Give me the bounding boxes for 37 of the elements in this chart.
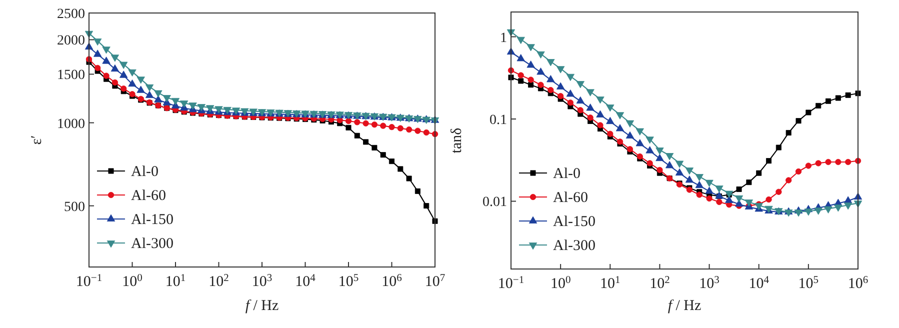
legend-label: Al-0 <box>131 164 158 180</box>
y-tick-label: 0.1 <box>490 113 507 128</box>
x-tick-label: 10$^{2}$ <box>208 272 229 290</box>
x-axis-title: f / Hz <box>668 298 702 314</box>
y-tick-label: 500 <box>64 200 85 215</box>
x-tick-label: 10$^{−1}$ <box>498 274 524 292</box>
legend-label: Al-60 <box>131 188 166 204</box>
x-tick-label: 10$^{0}$ <box>122 272 142 290</box>
x-tick-label: 10$^{1}$ <box>165 272 186 290</box>
legend-label: Al-0 <box>553 166 580 182</box>
x-tick-label: 10$^{6}$ <box>848 274 868 292</box>
legend-label: Al-300 <box>553 238 596 254</box>
legend-label: Al-150 <box>131 212 174 228</box>
x-tick-label: 10$^{1}$ <box>600 274 620 292</box>
x-tick-label: 10$^{7}$ <box>424 272 446 290</box>
x-tick-label: 10$^{−1}$ <box>76 272 102 290</box>
x-tick-label: 10$^{3}$ <box>252 272 272 290</box>
x-tick-label: 10$^{6}$ <box>382 272 402 290</box>
legend-label: Al-300 <box>131 236 174 252</box>
x-tick-label: 10$^{5}$ <box>338 272 359 290</box>
y-axis-title: tanδ <box>449 128 465 154</box>
y-tick-label: 1 <box>500 30 507 46</box>
legend-label: Al-60 <box>553 190 588 206</box>
y-tick-label: 2000 <box>57 34 85 49</box>
y-tick-label: 1000 <box>57 116 85 132</box>
x-tick-label: 10$^{0}$ <box>550 274 571 292</box>
legend-label: Al-150 <box>553 214 596 230</box>
y-axis-title: ε′ <box>29 135 45 145</box>
y-tick-label: 0.01 <box>482 195 507 210</box>
x-tick-label: 10$^{4}$ <box>748 274 770 292</box>
x-tick-label: 10$^{4}$ <box>295 272 316 290</box>
y-tick-label: 2500 <box>57 7 85 22</box>
y-tick-label: 1500 <box>57 68 85 84</box>
x-tick-label: 10$^{2}$ <box>650 274 670 292</box>
x-axis-title: f / Hz <box>245 298 279 314</box>
x-tick-label: 10$^{5}$ <box>798 274 819 292</box>
x-tick-label: 10$^{3}$ <box>699 274 720 292</box>
